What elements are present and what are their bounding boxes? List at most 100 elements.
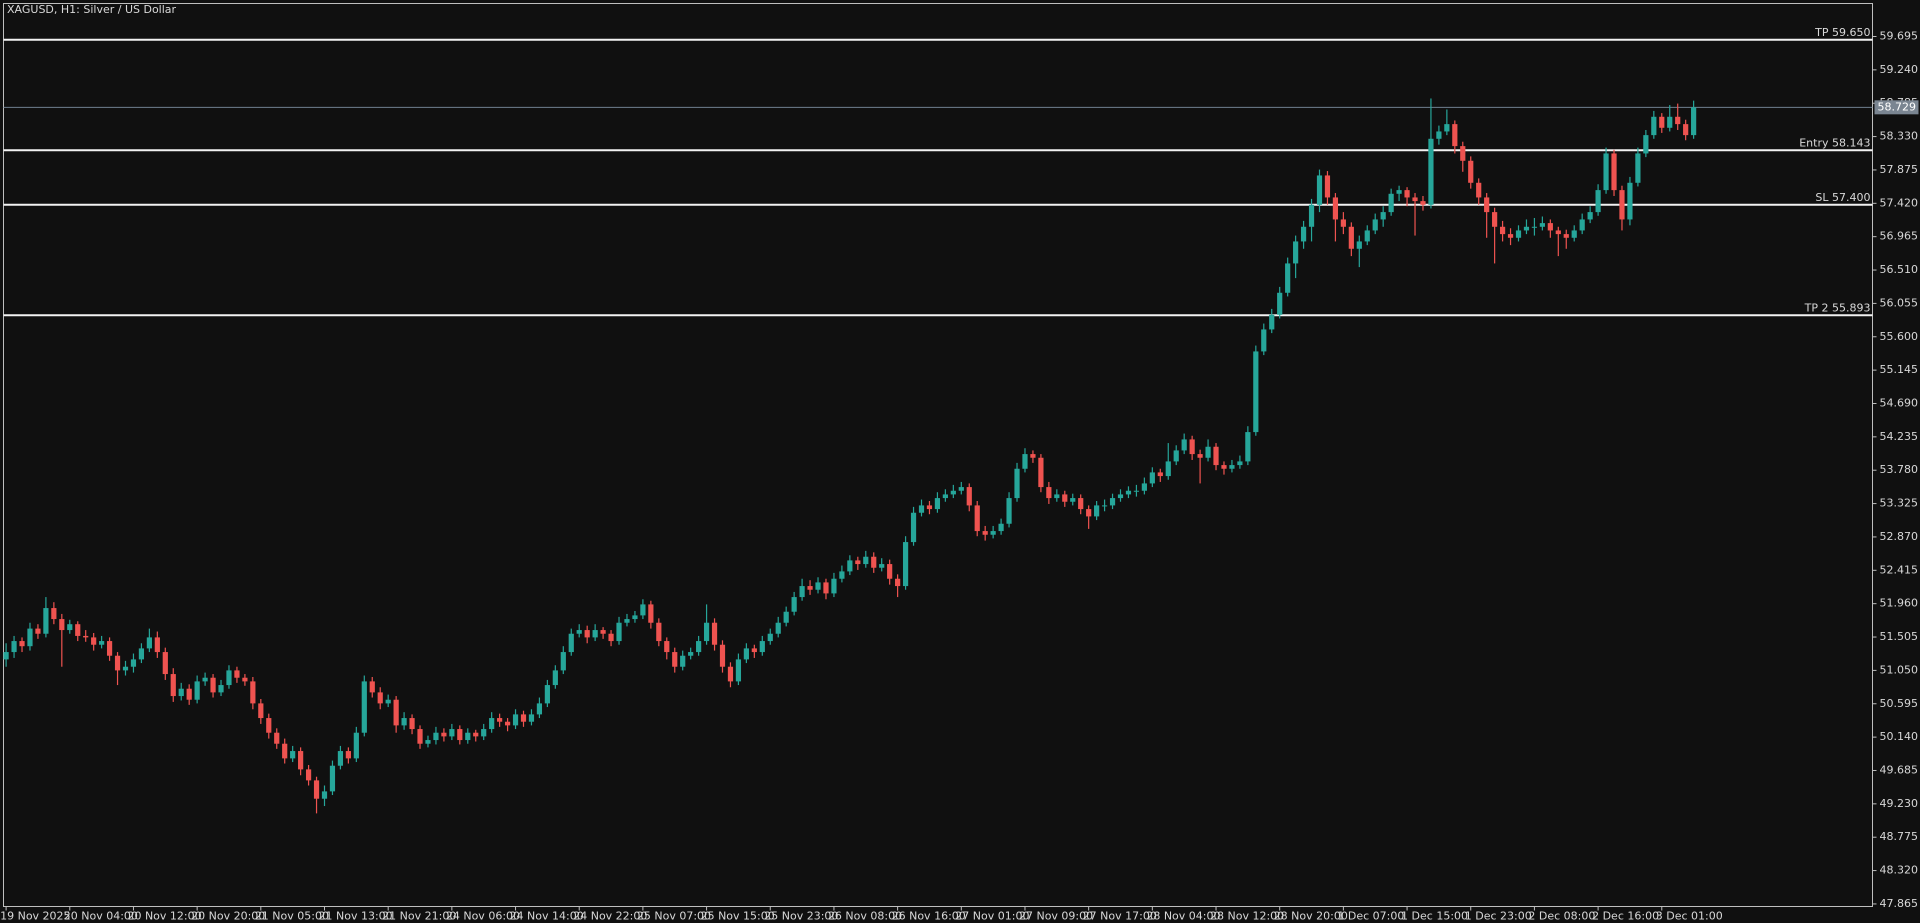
x-tick-label: 19 Nov 2025 bbox=[0, 910, 70, 923]
candle-body bbox=[473, 732, 479, 737]
y-tick-label: 55.145 bbox=[1880, 363, 1919, 376]
x-tick-label: 24 Nov 22:00 bbox=[573, 910, 647, 923]
candle-body bbox=[1372, 219, 1378, 231]
candle-body bbox=[648, 604, 654, 623]
candle-body bbox=[1523, 226, 1530, 231]
candle-body bbox=[465, 732, 471, 741]
y-tick-label: 58.330 bbox=[1880, 130, 1919, 143]
candle-body bbox=[305, 769, 312, 781]
candle-body bbox=[1563, 234, 1569, 238]
candle-body bbox=[321, 791, 328, 799]
candle-body bbox=[1356, 241, 1362, 249]
candle-body bbox=[799, 586, 805, 598]
y-tick-label: 54.690 bbox=[1880, 396, 1919, 409]
candle-body bbox=[664, 641, 670, 653]
candle-body bbox=[855, 560, 861, 565]
candle-body bbox=[1547, 223, 1553, 231]
candle-body bbox=[958, 487, 964, 491]
candle-body bbox=[497, 718, 503, 722]
candle-body bbox=[1667, 116, 1673, 128]
chart-title: XAGUSD, H1: Silver / US Dollar bbox=[7, 3, 177, 16]
candle-body bbox=[1070, 498, 1076, 502]
candle-body bbox=[19, 641, 25, 647]
y-tick-label: 55.600 bbox=[1880, 330, 1919, 343]
candle-body bbox=[1531, 226, 1538, 228]
candle-body bbox=[1635, 153, 1641, 183]
x-tick-label: 21 Nov 21:00 bbox=[382, 910, 456, 923]
candle-body bbox=[11, 641, 17, 653]
x-tick-label: 24 Nov 14:00 bbox=[510, 910, 584, 923]
candle-body bbox=[847, 560, 853, 572]
candle-body bbox=[1388, 193, 1394, 213]
candle-body bbox=[1595, 190, 1601, 213]
candle-body bbox=[1133, 490, 1140, 492]
y-tick-label: 47.865 bbox=[1880, 897, 1919, 910]
candle-body bbox=[146, 637, 152, 649]
candle-body bbox=[1420, 201, 1426, 205]
candle-body bbox=[361, 681, 367, 733]
candle-body bbox=[743, 648, 749, 660]
candle-body bbox=[1189, 439, 1195, 455]
candle-body bbox=[560, 652, 566, 671]
candle-body bbox=[51, 608, 57, 620]
candle-body bbox=[138, 648, 145, 660]
y-tick-label: 53.325 bbox=[1880, 497, 1919, 510]
y-tick-label: 49.230 bbox=[1880, 797, 1919, 810]
candle-body bbox=[353, 732, 359, 759]
candle-body bbox=[1507, 234, 1514, 238]
y-tick-label: 57.420 bbox=[1880, 196, 1919, 209]
candle-body bbox=[202, 677, 208, 682]
candle-body bbox=[433, 732, 439, 741]
candle-body bbox=[879, 564, 885, 568]
x-tick-label: 2 Dec 16:00 bbox=[1592, 910, 1659, 923]
candle-body bbox=[680, 655, 686, 667]
y-tick-label: 56.510 bbox=[1880, 263, 1919, 276]
candle-body bbox=[504, 721, 511, 726]
x-tick-label: 20 Nov 04:00 bbox=[64, 910, 138, 923]
candle-body bbox=[982, 531, 988, 535]
candle-body bbox=[990, 531, 996, 535]
candle-body bbox=[83, 635, 89, 638]
candle-body bbox=[1054, 494, 1060, 499]
candle-body bbox=[552, 670, 558, 686]
candle-body bbox=[1499, 226, 1506, 235]
candle-body bbox=[1444, 124, 1450, 132]
x-tick-label: 27 Nov 09:00 bbox=[1019, 910, 1093, 923]
x-tick-label: 1 Dec 07:00 bbox=[1337, 910, 1404, 923]
candle-body bbox=[1165, 461, 1171, 477]
candle-body bbox=[520, 714, 527, 722]
candle-body bbox=[1285, 263, 1291, 293]
candle-body bbox=[449, 729, 455, 737]
y-tick-label: 57.875 bbox=[1880, 163, 1919, 176]
candle-body bbox=[1603, 153, 1609, 191]
x-tick-label: 1 Dec 15:00 bbox=[1401, 910, 1468, 923]
y-tick-label: 59.695 bbox=[1880, 29, 1919, 42]
y-tick-label: 56.965 bbox=[1880, 230, 1919, 243]
candle-body bbox=[1340, 219, 1346, 227]
candle-body bbox=[950, 490, 956, 495]
candle-body bbox=[1229, 465, 1235, 469]
candle-body bbox=[783, 611, 789, 623]
candle-body bbox=[775, 622, 781, 634]
candle-body bbox=[1030, 454, 1036, 458]
candle-body bbox=[1006, 498, 1012, 524]
candle-body bbox=[711, 622, 718, 645]
candle-body bbox=[59, 619, 65, 631]
x-tick-label: 28 Nov 20:00 bbox=[1274, 910, 1348, 923]
candle-body bbox=[35, 628, 41, 634]
candle-body bbox=[584, 630, 590, 638]
candle-body bbox=[122, 666, 129, 671]
x-tick-label: 26 Nov 08:00 bbox=[828, 910, 902, 923]
candle-body bbox=[377, 692, 383, 704]
candle-body bbox=[1484, 197, 1490, 213]
candle-body bbox=[719, 644, 726, 667]
candle-body bbox=[385, 699, 391, 704]
candle-body bbox=[1412, 197, 1418, 202]
candle-body bbox=[218, 685, 224, 693]
candle-body bbox=[290, 751, 296, 759]
candle-body bbox=[106, 641, 113, 656]
last-price-box bbox=[1874, 100, 1919, 115]
candle-body bbox=[910, 512, 917, 543]
candle-body bbox=[1213, 446, 1219, 466]
